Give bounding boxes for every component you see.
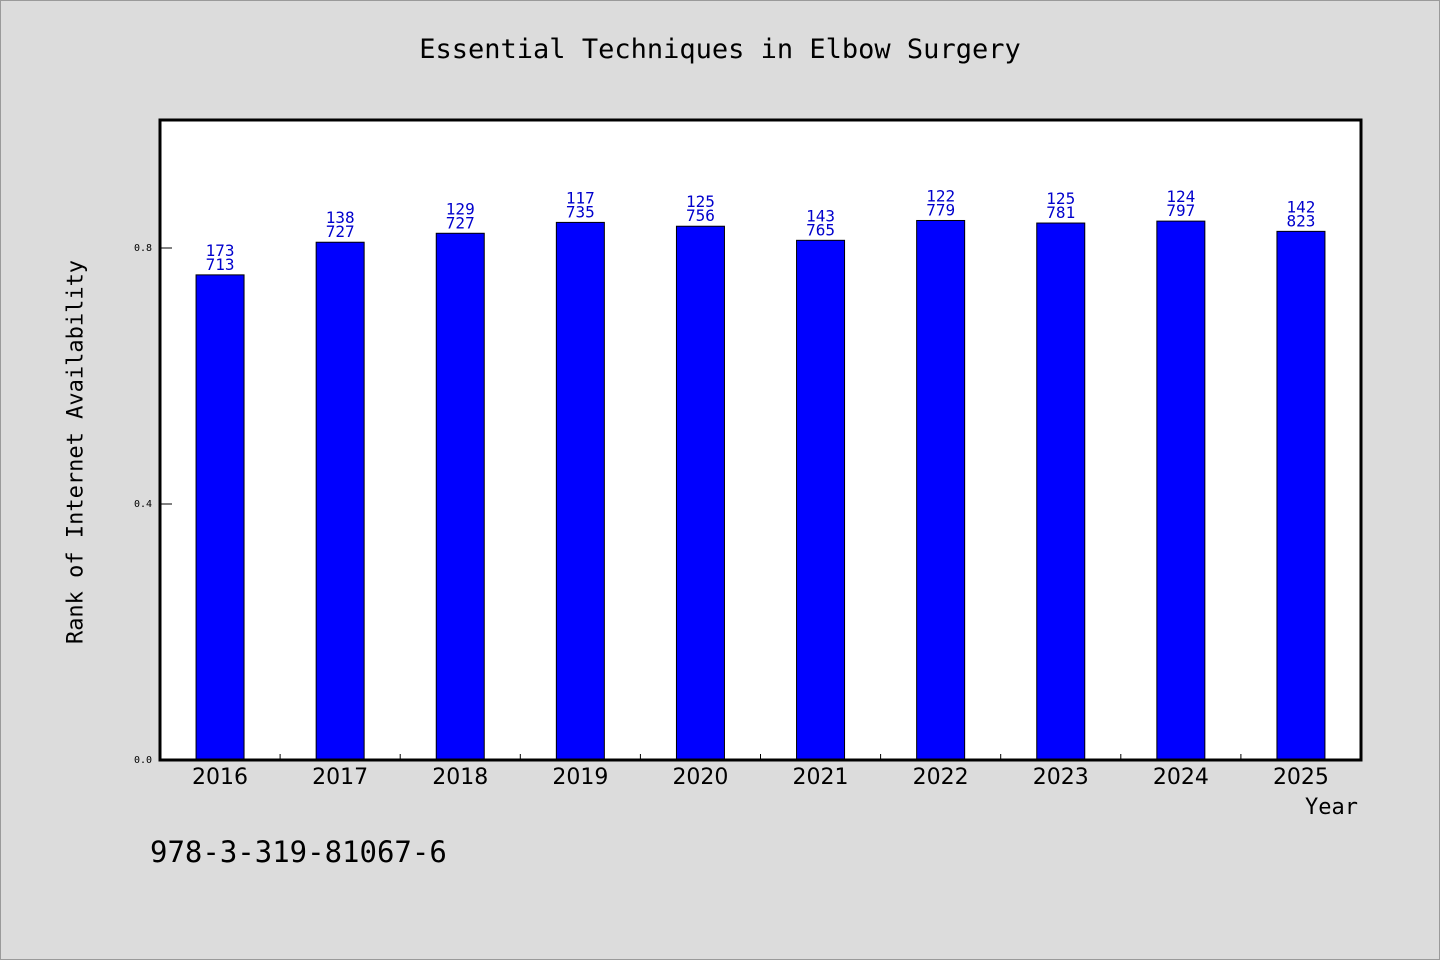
bar-label-bottom: 735 <box>566 202 595 221</box>
bar <box>916 219 966 761</box>
bar-label-bottom: 781 <box>1046 203 1075 222</box>
bar <box>796 239 846 761</box>
bar <box>1276 230 1326 761</box>
x-tick-label: 2024 <box>1153 765 1209 790</box>
bar-label-top: 173 <box>206 241 235 260</box>
x-tick-label: 2025 <box>1273 765 1329 790</box>
x-axis-label: Year <box>1305 795 1358 820</box>
y-tick-label: 0.8 <box>134 243 152 254</box>
chart-title: Essential Techniques in Elbow Surgery <box>419 34 1021 65</box>
bar-label-bottom: 727 <box>446 213 475 232</box>
bar <box>315 241 365 761</box>
x-tick-label: 2022 <box>913 765 969 790</box>
bar <box>675 225 725 761</box>
bar <box>1036 222 1086 761</box>
x-tick-label: 2016 <box>192 765 248 790</box>
bar-label-top: 125 <box>686 192 715 211</box>
x-tick-label: 2019 <box>552 765 608 790</box>
x-tick-label: 2021 <box>793 765 849 790</box>
bar-label-bottom: 797 <box>1166 201 1195 220</box>
bar-label-top: 138 <box>326 208 355 227</box>
bar <box>435 232 485 761</box>
y-tick-label: 0.4 <box>134 499 152 510</box>
isbn-label: 978-3-319-81067-6 <box>150 835 447 869</box>
x-tick-label: 2018 <box>432 765 488 790</box>
bar <box>195 274 245 761</box>
bar-label-bottom: 713 <box>206 255 235 274</box>
bar-label-top: 117 <box>566 188 595 207</box>
bar-label-top: 122 <box>926 186 955 205</box>
bar-label-bottom: 756 <box>686 206 715 225</box>
bar-label-top: 124 <box>1166 187 1195 206</box>
y-tick-label: 0.0 <box>134 755 152 766</box>
plot-frame <box>158 118 1363 762</box>
bar-label-bottom: 779 <box>926 200 955 219</box>
x-tick-label: 2020 <box>672 765 728 790</box>
bar-label-bottom: 727 <box>326 222 355 241</box>
bar <box>1156 220 1206 761</box>
bar-label-top: 125 <box>1046 189 1075 208</box>
x-tick-label: 2017 <box>312 765 368 790</box>
bar <box>555 221 605 761</box>
x-tick-label: 2023 <box>1033 765 1089 790</box>
bar-label-top: 143 <box>806 206 835 225</box>
bar-label-bottom: 823 <box>1286 211 1315 230</box>
bar-label-bottom: 765 <box>806 220 835 239</box>
bar-label-top: 129 <box>446 199 475 218</box>
bar-label-top: 142 <box>1286 197 1315 216</box>
